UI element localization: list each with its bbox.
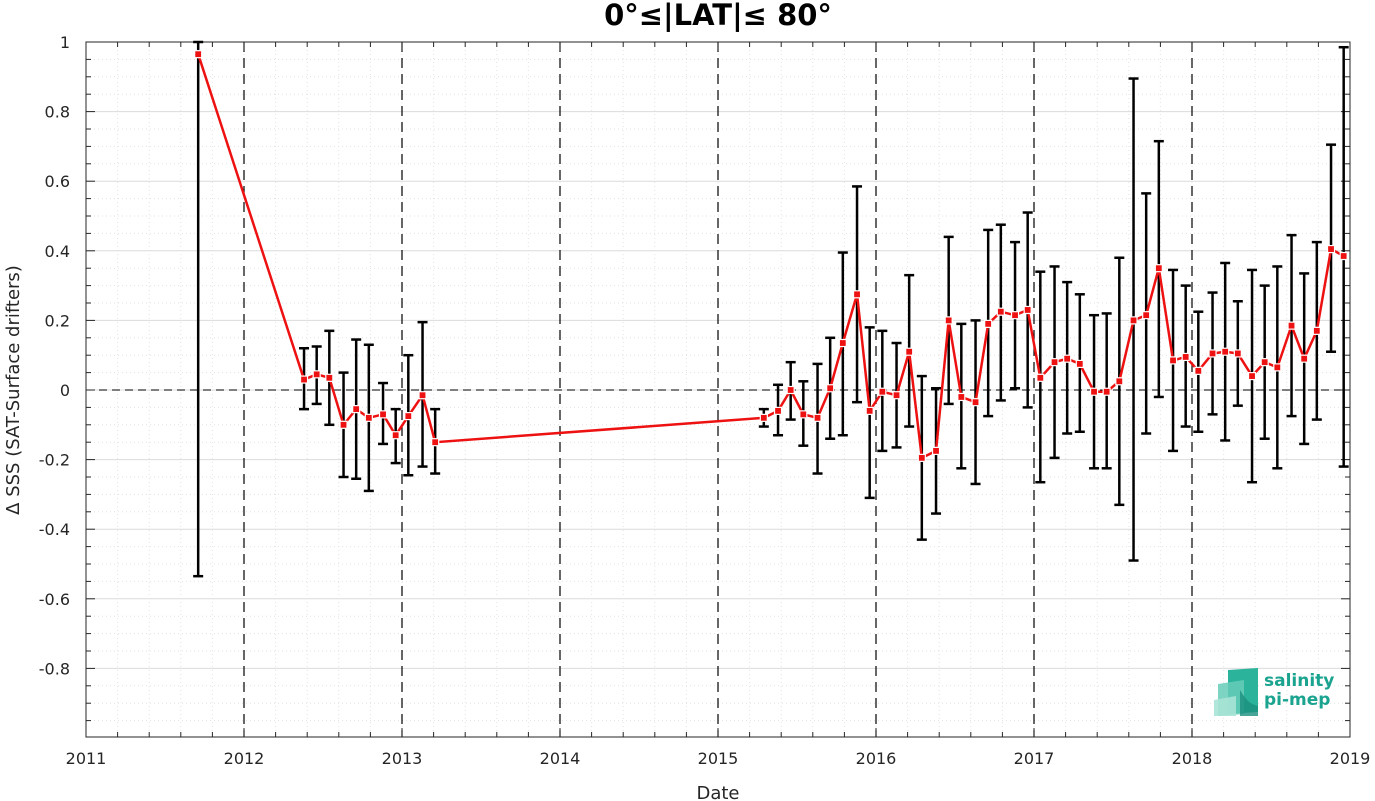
data-point-marker (1102, 387, 1111, 396)
y-tick-label: 1 (60, 33, 70, 52)
waves-icon (1214, 668, 1258, 716)
data-point-marker (892, 391, 901, 400)
x-tick-label: 2017 (1014, 749, 1055, 768)
data-point-marker (865, 406, 874, 415)
data-point-marker (364, 413, 373, 422)
x-tick-label: 2019 (1330, 749, 1371, 768)
data-point-marker (339, 420, 348, 429)
data-point-marker (1154, 264, 1163, 273)
data-point-marker (878, 387, 887, 396)
data-point-marker (1075, 359, 1084, 368)
data-point-marker (1036, 373, 1045, 382)
data-point-marker (404, 412, 413, 421)
data-point-marker (838, 338, 847, 348)
series-markers (194, 50, 1348, 462)
data-point-marker (957, 392, 966, 402)
data-point-marker (931, 446, 941, 455)
data-point-marker (799, 410, 808, 419)
data-point-marker (312, 370, 321, 379)
x-axis-label: Date (696, 783, 739, 801)
x-tick-labels: 2011 2012 2013 2014 2015 2016 2017 2018 2019 (66, 749, 1371, 768)
y-axis-label: Δ SSS (SAT-Surface drifters) (3, 265, 24, 515)
data-point-marker (971, 398, 980, 407)
y-tick-label: 0.2 (45, 311, 70, 330)
data-point-marker (1181, 352, 1190, 362)
data-point-marker (1221, 347, 1230, 356)
data-point-marker (944, 316, 953, 325)
data-point-marker (1063, 354, 1072, 363)
data-point-marker (1089, 387, 1099, 396)
data-point-marker (1273, 363, 1282, 372)
y-tick-label: -0.8 (39, 659, 70, 678)
y-tick-label: -0.4 (39, 520, 70, 539)
data-point-marker (1168, 356, 1178, 365)
y-tick-labels: 1 0.8 0.6 0.4 0.2 0 -0.2 -0.4 -0.6 -0.8 (39, 33, 70, 678)
data-point-marker (1115, 377, 1124, 386)
data-point-marker (1208, 349, 1217, 358)
data-point-marker (1339, 251, 1348, 261)
y-tick-label: -0.2 (39, 451, 70, 470)
x-tick-label: 2012 (224, 749, 265, 768)
data-point-marker (1023, 305, 1032, 315)
x-tick-label: 2016 (856, 749, 897, 768)
data-point-marker (773, 406, 783, 415)
x-tick-label: 2013 (382, 749, 423, 768)
data-point-marker (813, 413, 822, 422)
tick-marks (85, 41, 1351, 737)
data-point-marker (1300, 354, 1309, 363)
data-point-marker (431, 438, 440, 447)
data-point-marker (984, 319, 993, 328)
x-tick-label: 2015 (698, 749, 739, 768)
data-point-marker (418, 391, 427, 400)
data-point-marker (759, 413, 768, 422)
year-dividers (243, 42, 1193, 737)
data-point-marker (1010, 311, 1020, 320)
x-tick-label: 2011 (66, 749, 107, 768)
error-bars (193, 40, 1349, 578)
y-tick-label: 0.6 (45, 172, 70, 191)
logo-text-line2: pi-mep (1264, 690, 1330, 710)
data-point-marker (299, 375, 309, 384)
y-tick-label: 0.4 (45, 242, 70, 261)
logo-text-line1: salinity (1264, 671, 1334, 691)
data-point-marker (1312, 326, 1321, 335)
x-tick-label: 2018 (1172, 749, 1213, 768)
data-point-marker (1260, 358, 1269, 367)
data-point-marker (1287, 321, 1296, 330)
salinity-pi-mep-logo: salinity pi-mep (1214, 668, 1334, 716)
data-point-marker (194, 50, 203, 59)
data-point-marker (786, 385, 795, 395)
data-point-marker (917, 453, 926, 462)
data-point-marker (1194, 366, 1203, 375)
data-point-marker (826, 384, 835, 393)
data-point-marker (1129, 316, 1138, 325)
data-point-marker (1247, 371, 1257, 381)
y-tick-label: -0.6 (39, 590, 70, 609)
data-point-marker (852, 290, 862, 299)
y-tick-label: 0.8 (45, 103, 70, 122)
data-point-marker (1233, 349, 1242, 358)
data-point-marker (1142, 311, 1151, 320)
data-point-marker (378, 410, 388, 419)
data-point-marker (996, 307, 1005, 316)
chart-title: 0°≤|LAT|≤ 80° (604, 0, 832, 32)
data-point-marker (1050, 358, 1059, 367)
data-point-marker (352, 405, 361, 414)
data-point-marker (391, 431, 400, 440)
data-point-marker (905, 347, 914, 356)
data-point-marker (1326, 244, 1336, 254)
y-tick-label: 0 (60, 381, 70, 400)
data-point-marker (325, 373, 334, 382)
x-tick-label: 2014 (540, 749, 581, 768)
